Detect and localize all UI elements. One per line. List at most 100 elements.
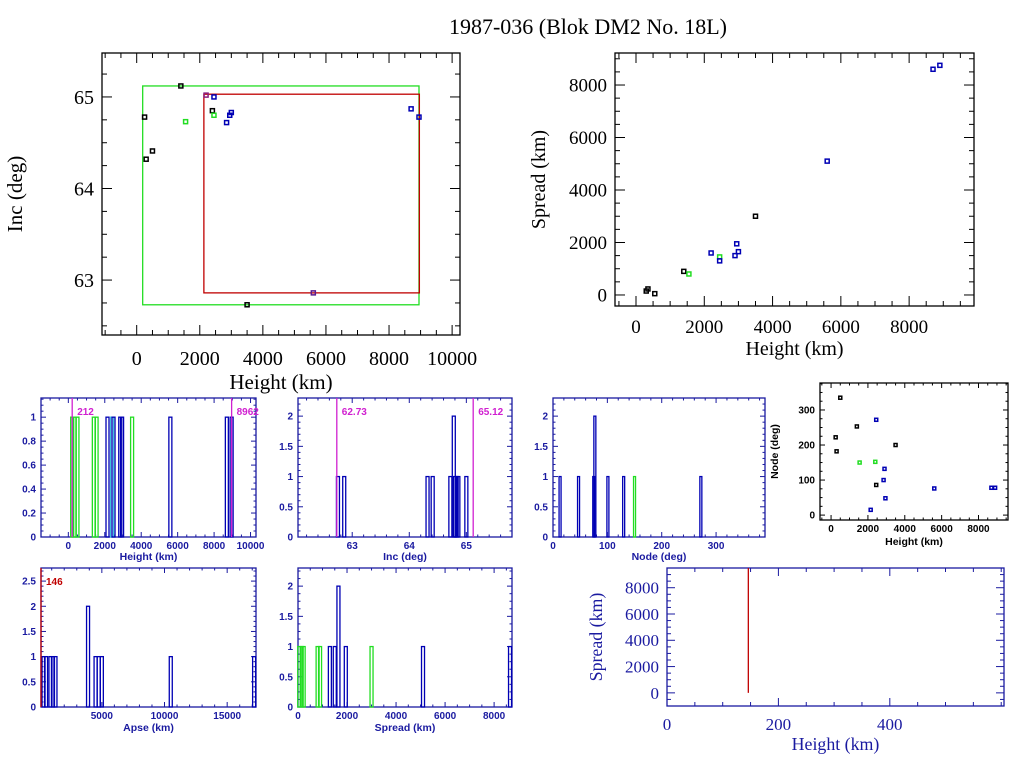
y-tick-label: 0	[30, 703, 36, 714]
x-tick-label: 15000	[213, 711, 241, 722]
x-tick-label: 64	[404, 541, 416, 552]
y-axis-label: Inc (deg)	[3, 156, 27, 232]
y-tick-label: 4000	[625, 631, 659, 650]
x-axis-label: Height (km)	[792, 734, 880, 755]
data-point	[833, 435, 838, 440]
data-point	[893, 442, 898, 448]
y-tick-label: 0.6	[22, 461, 36, 472]
x-tick-label: 4000	[894, 524, 917, 535]
x-tick-label: 4000	[385, 711, 408, 722]
x-tick-label: 6000	[434, 711, 457, 722]
histogram-bar	[699, 475, 703, 538]
x-tick-label: 8000	[890, 317, 928, 338]
x-tick-label: 10000	[151, 711, 179, 722]
chart-panel-7: 5000 10000 15000 0 0.5 1 1.5 2 2.5 Apse (km) 146	[22, 567, 257, 734]
x-tick-label: 2000	[857, 524, 880, 535]
y-tick-label: 64	[74, 179, 94, 201]
x-axis-label: Node (deg)	[632, 551, 687, 563]
histogram-bar	[317, 645, 323, 708]
x-tick-label: 6000	[306, 348, 346, 370]
histogram-bar	[593, 415, 597, 538]
histogram-bar	[632, 475, 637, 538]
histogram-bar	[224, 416, 229, 538]
histogram-bar	[332, 645, 337, 708]
y-tick-label: 2000	[569, 233, 607, 254]
x-tick-label: 6000	[931, 524, 954, 535]
data-point	[203, 92, 209, 98]
x-tick-label: 6000	[167, 541, 190, 552]
y-tick-label: 0	[809, 511, 815, 522]
plot-frame	[297, 397, 513, 538]
y-tick-label: 2000	[625, 658, 659, 677]
y-tick-label: 1	[30, 413, 36, 424]
y-tick-label: 6000	[569, 128, 607, 149]
y-tick-label: 0.8	[22, 437, 36, 448]
histogram-bar	[99, 655, 104, 708]
y-tick-label: 300	[798, 405, 815, 416]
y-tick-label: 63	[74, 270, 94, 292]
bounding-box	[142, 85, 420, 306]
histogram-bar	[168, 416, 173, 538]
data-point	[645, 286, 651, 292]
data-point	[228, 109, 235, 116]
plot-frame	[819, 382, 1009, 521]
data-point	[408, 106, 414, 112]
chart-panel-8: 0 2000 4000 6000 8000 0 0.5 1 1.5 2 Spread (km)	[279, 567, 513, 734]
x-tick-label: 200	[653, 541, 670, 552]
data-point	[873, 459, 878, 465]
y-tick-label: 6000	[625, 605, 659, 624]
plot-frame	[614, 52, 975, 307]
x-axis-label: Height (km)	[229, 370, 332, 394]
x-axis-label: Spread (km)	[375, 722, 436, 734]
data-point	[732, 252, 738, 259]
plot-frame	[552, 397, 766, 538]
y-tick-label: 2	[287, 412, 293, 423]
limit-label: 146	[46, 577, 63, 588]
y-tick-label: 1.5	[534, 442, 548, 453]
x-tick-label: 200	[766, 715, 792, 734]
y-tick-label: 8000	[569, 76, 607, 97]
data-point	[857, 460, 862, 465]
data-point	[244, 302, 250, 308]
histogram-bar	[53, 655, 58, 708]
x-tick-label: 2000	[180, 348, 220, 370]
y-tick-label: 0	[542, 533, 548, 544]
histogram-bar	[430, 475, 435, 538]
x-tick-label: 0	[295, 711, 301, 722]
data-point	[834, 449, 839, 454]
y-tick-label: 100	[798, 476, 815, 487]
x-tick-label: 0	[550, 541, 556, 552]
x-tick-label: 300	[708, 541, 725, 552]
y-tick-label: 1	[287, 642, 293, 653]
histogram-bar	[420, 645, 426, 708]
data-point	[932, 486, 937, 491]
histogram-bar	[105, 416, 110, 538]
y-tick-label: 0.5	[279, 502, 293, 513]
x-tick-label: 2000	[94, 541, 117, 552]
limit-label: 65.12	[478, 407, 503, 418]
data-point	[854, 424, 860, 429]
data-point	[937, 62, 943, 69]
y-tick-label: 8000	[625, 579, 659, 598]
x-tick-label: 6000	[822, 317, 860, 338]
x-tick-label: 2000	[685, 317, 723, 338]
data-point	[752, 213, 759, 219]
histogram-bar	[464, 475, 469, 538]
y-axis-label: Node (deg)	[769, 424, 781, 479]
plot-frame	[40, 397, 257, 538]
histogram-bar	[43, 655, 49, 708]
chart-panel-1: 0 2000 4000 6000 8000 10000 63 64 65 Height (km) I…	[3, 52, 477, 394]
data-point	[211, 94, 217, 100]
y-tick-label: 0	[287, 533, 293, 544]
histogram-bar	[622, 475, 626, 538]
data-point	[989, 485, 994, 491]
histogram-bar	[336, 585, 341, 708]
x-tick-label: 65	[461, 541, 473, 552]
histogram-bar	[576, 475, 581, 538]
histogram-bar	[448, 475, 453, 538]
data-point	[883, 496, 888, 501]
histogram-bar	[85, 605, 91, 708]
x-tick-label: 8000	[967, 524, 990, 535]
